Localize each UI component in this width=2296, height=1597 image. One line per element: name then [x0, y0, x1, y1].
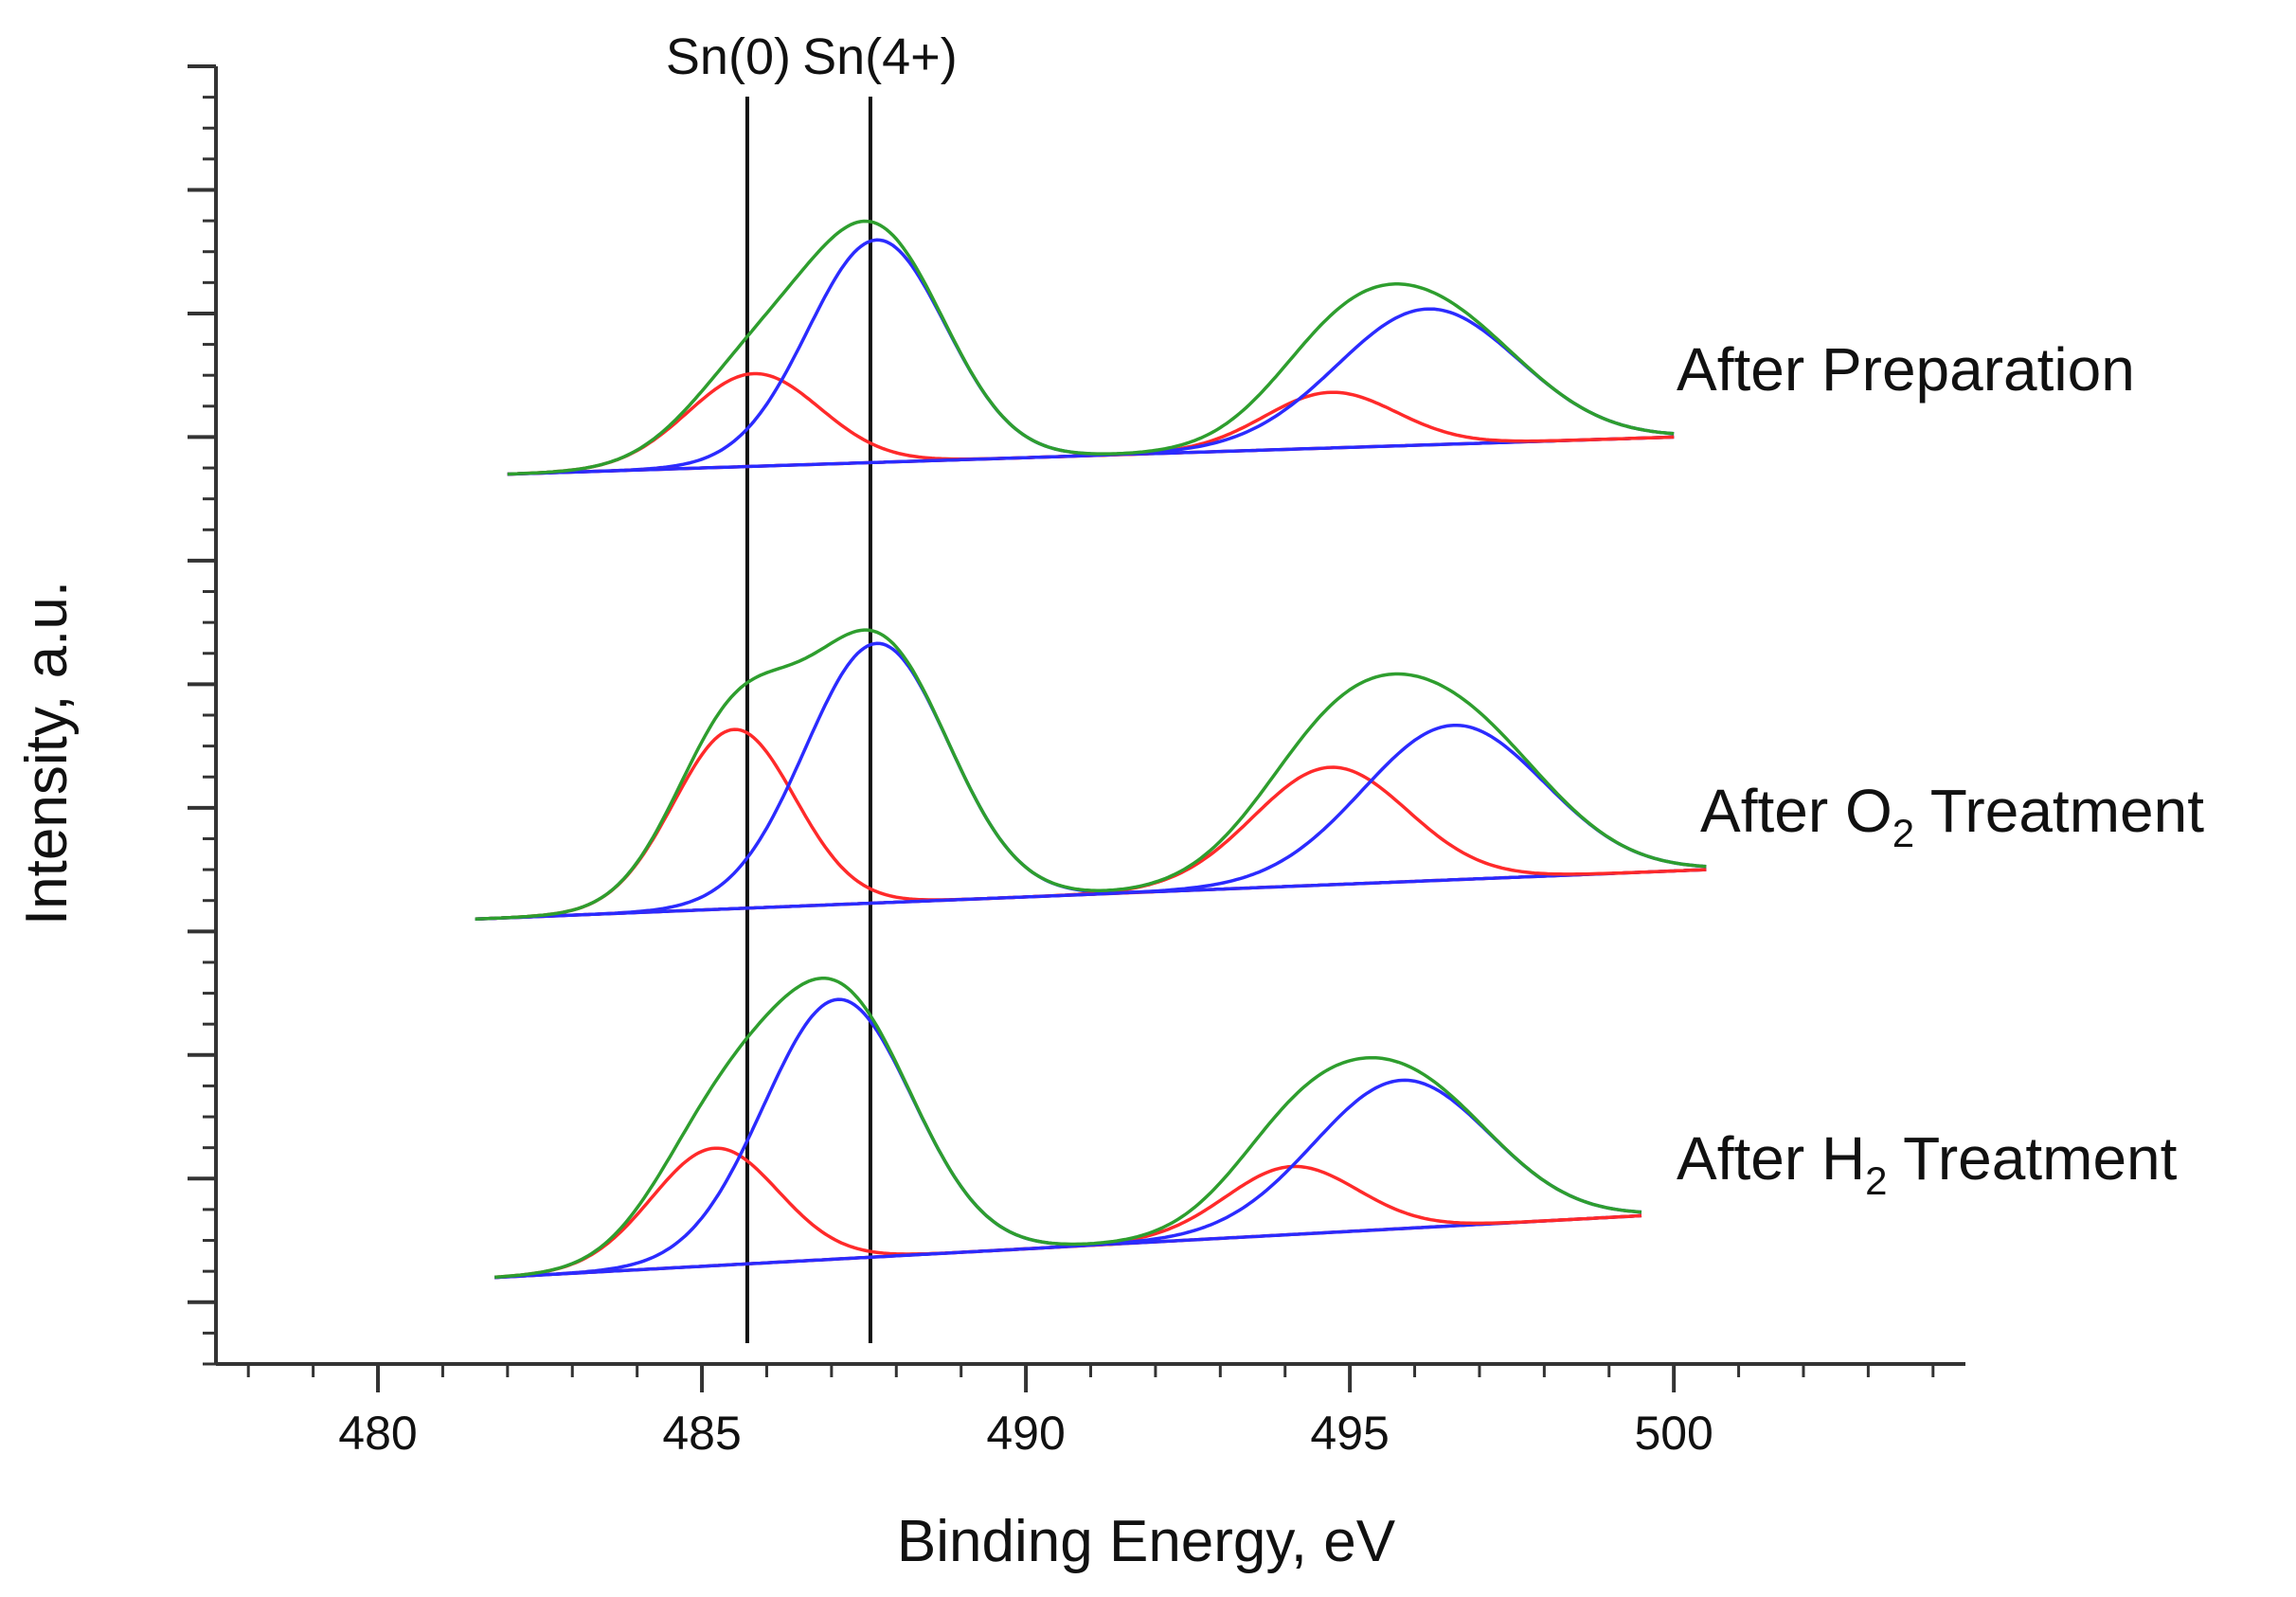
sn4-component-curve [475, 641, 1707, 922]
spectrum-label: After O2 Treatment [1700, 777, 2204, 855]
sn4-component-curve [494, 1078, 1642, 1280]
spectrum-label-tail: Treatment [1914, 777, 2204, 845]
reference-lines: Sn(0) Sn(4+) [666, 28, 958, 1343]
x-tick-label: 485 [662, 1407, 741, 1460]
x-tick-label: 495 [1310, 1407, 1389, 1460]
envelope-curve [494, 976, 1642, 1280]
sn4-component-curve [494, 997, 1642, 1280]
x-tick-label: 490 [986, 1407, 1065, 1460]
envelope-curve [507, 219, 1675, 476]
spectrum-label-subscript: 2 [1865, 1158, 1887, 1203]
spectrum-group [507, 219, 1675, 476]
sn0-component-curve [494, 1146, 1642, 1280]
sn4-component-curve [475, 723, 1707, 922]
spectra [475, 219, 1707, 1280]
spectrum-label-subscript: 2 [1892, 811, 1914, 855]
sn0-component-curve [507, 371, 1675, 476]
spectrum-label-tail: Treatment [1888, 1124, 2178, 1193]
envelope-curve [475, 628, 1707, 922]
x-tick-label: 500 [1634, 1407, 1713, 1460]
reference-line-label: Sn(0) [666, 28, 791, 85]
x-tick-label: 480 [338, 1407, 417, 1460]
spectrum-label: After H2 Treatment [1677, 1124, 2178, 1203]
spectrum-group [494, 976, 1642, 1280]
spectrum-label-main: After H [1677, 1124, 1865, 1193]
spectrum-label-main: After O [1700, 777, 1892, 845]
axes: 480 485 490 495 500 [188, 64, 1965, 1460]
spectrum-label-main: After Preparation [1677, 335, 2135, 404]
sn0-component-curve [507, 390, 1675, 476]
spectrum-label: After Preparation [1677, 335, 2135, 404]
y-axis-title: Intensity, a.u. [14, 581, 80, 925]
sn0-component-curve [475, 765, 1707, 922]
x-axis-title: Binding Energy, eV [897, 1509, 1396, 1574]
sn4-component-curve [507, 307, 1675, 476]
sn0-component-curve [494, 1164, 1642, 1280]
reference-line-label: Sn(4+) [802, 28, 958, 85]
spectrum-group [475, 628, 1707, 922]
